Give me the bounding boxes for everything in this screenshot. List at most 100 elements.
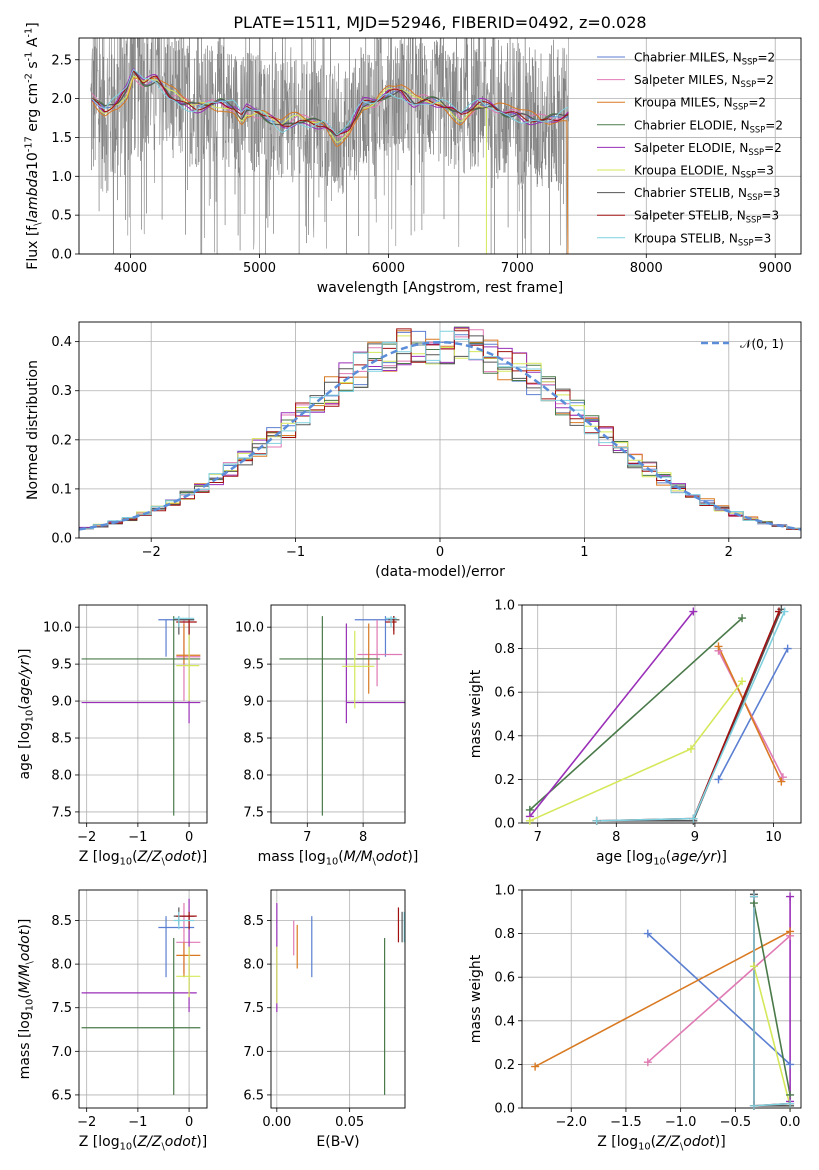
weight_vs_Z-ylabel: mass weight — [468, 954, 484, 1043]
mass_vs_ebv-panel: 0.00 0.05 6.5 7.0 7.5 8.0 8.5 E(B-V) — [243, 889, 406, 1150]
weight-point-marker — [525, 816, 534, 825]
observed-spectrum — [90, 38, 569, 254]
chart-title: PLATE=1511, MJD=52946, FIBERID=0492, z=0… — [233, 13, 646, 32]
weight_vs_age-grid — [522, 604, 801, 824]
weight-point-marker — [714, 642, 723, 651]
weight-point-marker — [777, 777, 786, 786]
weight-line — [529, 617, 743, 811]
weight-point-marker — [689, 814, 698, 823]
model-fit-line — [91, 76, 569, 138]
residuals-xtick-label: 2 — [725, 545, 733, 560]
weight-line — [529, 611, 694, 817]
mass_vs_Z-xtick-label: 0 — [185, 1115, 193, 1130]
legend-label: Chabrier ELODIE, NSSP​=2 — [634, 118, 783, 134]
legend-label: 𝒩(0, 1) — [740, 337, 784, 351]
legend-label: Kroupa ELODIE, NSSP​=3 — [634, 164, 774, 180]
spectrum-ytick-label: 0.5 — [51, 209, 72, 224]
mass_vs_Z-ytick-label: 7.5 — [51, 1001, 72, 1016]
weight-line — [753, 902, 791, 1096]
mass_vs_Z-ytick-label: 7.0 — [51, 1045, 72, 1060]
age_vs_Z-xtick-label: 0 — [185, 830, 193, 845]
weight_vs_Z-xtick-label: −2.0 — [555, 1115, 587, 1130]
mass_vs_ebv-ytick-label: 7.0 — [243, 1045, 264, 1060]
weight-line — [534, 930, 791, 1068]
mass_vs_ebv-plot-area — [276, 903, 405, 1095]
spectrum-xlabel: wavelength [Angstrom, rest frame] — [317, 280, 563, 296]
weight_vs_age-ytick-label: 0.8 — [494, 642, 515, 657]
spectrum-xtick-label: 7000 — [501, 261, 534, 276]
mass_vs_Z-xtick-label: −1 — [128, 1115, 147, 1130]
weight-line — [529, 680, 743, 822]
age_vs_mass-ytick-label: 8.5 — [243, 732, 264, 747]
age_vs_mass-plot-area — [279, 616, 405, 816]
weight-point-marker — [786, 892, 795, 901]
weight_vs_age-xtick-label: 9 — [691, 830, 699, 845]
residuals-panel: −2 −1 0 1 2 0.0 0.1 0.2 0.3 0.4 (data-model)/error… — [25, 321, 802, 580]
age_vs_Z-ytick-label: 8.0 — [51, 768, 72, 783]
weight_vs_Z-ytick-label: 1.0 — [494, 884, 515, 899]
legend-label: Salpeter MILES, NSSP​=2 — [634, 73, 774, 89]
residuals-xtick-label: 1 — [580, 545, 588, 560]
age_vs_Z-xtick-label: −1 — [128, 830, 147, 845]
mass_vs_Z-xlabel: Z [log10​(Z/Z\​odot)] — [79, 1134, 207, 1153]
weight-line — [596, 609, 783, 822]
legend-label: Salpeter STELIB, NSSP​=3 — [634, 209, 779, 225]
weight_vs_Z-xtick-label: −1.0 — [665, 1115, 697, 1130]
spectrum-xtick-label: 8000 — [630, 261, 663, 276]
weight_vs_age-xtick-label: 8 — [612, 830, 620, 845]
age_vs_mass-ytick-label: 8.0 — [243, 768, 264, 783]
weight_vs_age-ytick-label: 0.4 — [494, 729, 515, 744]
weight-line — [717, 646, 783, 782]
age_vs_mass-ytick-label: 9.0 — [243, 695, 264, 710]
age_vs_Z-xlabel: Z [log10​(Z/Z\​odot)] — [79, 849, 207, 868]
weight_vs_age-xtick-label: 10 — [765, 830, 782, 845]
weight_vs_age-xtick-label: 7 — [534, 830, 542, 845]
weight_vs_age-xlabel: age [log10​(age/yr)] — [596, 849, 727, 868]
weight_vs_Z-xtick-label: −1.5 — [610, 1115, 642, 1130]
legend-label: Chabrier STELIB, NSSP​=3 — [634, 186, 780, 202]
gaussian-curve — [79, 340, 801, 531]
age_vs_Z-plot-area — [81, 616, 201, 816]
legend-label: Salpeter ELODIE, NSSP​=2 — [634, 141, 782, 157]
weight-point-marker — [643, 1058, 652, 1067]
legend-label: Kroupa STELIB, NSSP​=3 — [634, 231, 771, 247]
weight_vs_age-ytick-label: 0.6 — [494, 686, 515, 701]
residuals-ytick-label: 0.4 — [51, 335, 72, 350]
mass_vs_ebv-grid — [271, 890, 405, 1108]
spectrum-ylabel: Flux [f\​lambda10-17​ erg cm-2​ s-1​ A-1… — [23, 22, 43, 269]
age_vs_mass-xlabel: mass [log10​(M/M\​odot)] — [258, 849, 419, 868]
mass_vs_ebv-frame — [270, 889, 406, 1109]
weight_vs_age-panel: 7 8 9 10 0.0 0.2 0.4 0.6 0.8 1.0 age [log10​(age/y… — [468, 599, 802, 868]
weight_vs_age-plot-area — [529, 609, 789, 822]
residuals-xtick-label: −2 — [142, 545, 161, 560]
age_vs_mass-xtick-label: 7 — [303, 830, 311, 845]
weight-point-marker — [689, 607, 698, 616]
age_vs_Z-ytick-label: 9.5 — [51, 658, 72, 673]
mass_vs_ebv-ytick-label: 8.0 — [243, 958, 264, 973]
age_vs_Z-grid — [79, 605, 207, 823]
residuals-xtick-label: 0 — [436, 545, 444, 560]
weight-line — [596, 611, 786, 822]
spectrum-frame — [78, 37, 802, 255]
weight_vs_age-ylabel: mass weight — [468, 669, 484, 758]
mass_vs_Z-panel: −2 −1 0 6.5 7.0 7.5 8.0 8.5 Z [log10​(Z/Z\​odot)… — [17, 889, 208, 1153]
legend-label: Chabrier MILES, NSSP​=2 — [634, 51, 775, 67]
mass_vs_Z-ytick-label: 6.5 — [51, 1088, 72, 1103]
weight-point-marker — [714, 775, 723, 784]
mass_vs_Z-plot-area — [81, 898, 201, 1095]
age_vs_Z-panel: −2 −1 0 7.5 8.0 8.5 9.0 9.5 10.0 Z [log10​(Z/Z\​o… — [17, 604, 208, 868]
age_vs_Z-ytick-label: 9.0 — [51, 695, 72, 710]
weight-point-marker — [780, 607, 789, 616]
mass_vs_Z-ytick-label: 8.0 — [51, 958, 72, 973]
weight_vs_Z-frame — [521, 889, 802, 1109]
spectrum-ytick-label: 1.5 — [51, 131, 72, 146]
weight-point-marker — [749, 1101, 758, 1110]
weight_vs_Z-ytick-label: 0.0 — [494, 1102, 515, 1117]
age_vs_mass-ytick-label: 10.0 — [235, 621, 264, 636]
residuals-xtick-label: −1 — [286, 545, 305, 560]
mass_vs_ebv-xtick-label: 0.00 — [262, 1115, 291, 1130]
weight-point-marker — [786, 1099, 795, 1108]
residuals-plot-area — [79, 326, 801, 532]
weight_vs_Z-ytick-label: 0.2 — [494, 1058, 515, 1073]
